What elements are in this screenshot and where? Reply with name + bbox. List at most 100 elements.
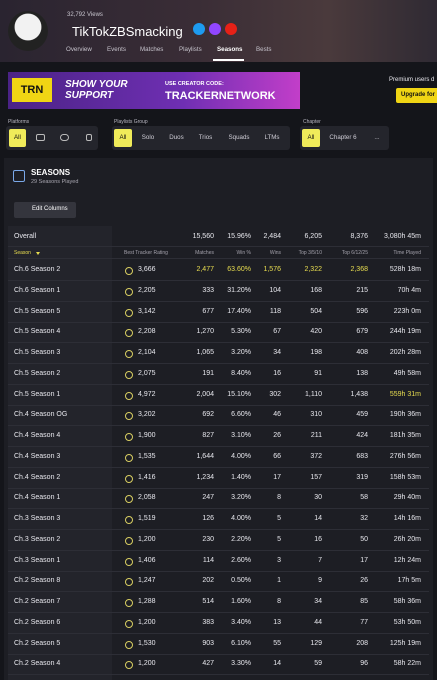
season-name[interactable]: Ch.6 Season 1 [14, 286, 61, 294]
season-name[interactable]: Ch.2 Season 7 [14, 598, 61, 605]
column-header[interactable]: Time Played [393, 250, 421, 256]
season-name[interactable]: Ch.6 Season 2 [14, 266, 61, 273]
filter-option[interactable]: Squads [228, 134, 250, 141]
season-name[interactable]: Ch.5 Season 5 [14, 307, 61, 315]
stat-cell: 1,535 [138, 452, 156, 460]
sort-arrow[interactable] [36, 252, 40, 255]
stat-cell: 34 [273, 349, 281, 356]
stat-cell: 1 [277, 577, 281, 585]
row-divider [8, 446, 429, 447]
season-name[interactable]: Ch.4 Season 2 [14, 473, 61, 481]
stat-cell: 125h 19m [389, 639, 421, 647]
stat-cell: 67 [273, 328, 281, 336]
row-divider [8, 363, 429, 364]
season-name[interactable]: Ch.4 Season 3 [14, 452, 61, 460]
ad-code: TRACKERNETWORK [165, 90, 276, 102]
stat-cell: 528h 18m [389, 266, 421, 273]
stat-cell: 514 [202, 598, 214, 605]
stat-cell: 55 [273, 639, 281, 647]
twitch-icon[interactable] [209, 23, 221, 35]
season-name[interactable]: Ch.4 Season OG [14, 411, 68, 419]
filter-option[interactable]: ... [374, 134, 380, 141]
filter-option[interactable]: All [114, 129, 132, 147]
stat-cell: 1,234 [196, 473, 214, 481]
season-name[interactable]: Ch.3 Season 1 [14, 556, 61, 564]
filter-label: Playlists Group [114, 119, 148, 125]
platform-mobile-icon[interactable] [86, 134, 92, 141]
season-name[interactable]: Ch.5 Season 2 [14, 369, 61, 377]
nav-tab[interactable]: Playlists [179, 46, 202, 53]
row-divider [8, 321, 429, 323]
stat-cell: 13 [273, 618, 281, 626]
nav-tab[interactable]: Bests [256, 46, 272, 53]
filter-option[interactable]: Trios [198, 134, 213, 141]
stat-cell: 2,477 [196, 266, 214, 273]
season-name[interactable]: Ch.3 Season 3 [14, 515, 61, 522]
column-header[interactable]: Season [14, 250, 31, 256]
platform-pc-icon[interactable] [36, 134, 45, 141]
season-name[interactable]: Ch.5 Season 3 [14, 349, 61, 356]
column-header[interactable]: Matches [195, 250, 214, 256]
upgrade-button[interactable]: Upgrade for [396, 88, 437, 103]
column-header[interactable]: Best Tracker Rating [124, 250, 168, 256]
filter-option[interactable]: All [9, 129, 26, 147]
premium-text: Premium users d [389, 77, 435, 83]
nav-tab[interactable]: Seasons [217, 46, 243, 53]
row-divider [8, 529, 429, 530]
username: TikTokZBSmacking [72, 24, 183, 39]
row-divider [8, 549, 429, 551]
row-divider [8, 632, 429, 634]
stat-cell: 3.40% [231, 618, 251, 626]
edit-columns-label[interactable]: Edit Columns [32, 206, 68, 212]
stat-cell: 77 [360, 618, 368, 626]
stat-cell: 310 [310, 411, 322, 419]
stat-cell: 191 [202, 369, 214, 377]
stat-cell: 3.20% [231, 494, 251, 502]
stat-cell: 408 [356, 349, 368, 356]
edit-columns-button[interactable] [14, 202, 76, 218]
stat-cell: 59 [314, 660, 322, 668]
filter-option[interactable]: Duos [169, 134, 184, 141]
season-name[interactable]: Ch.5 Season 4 [14, 328, 61, 336]
stat-cell: 85 [360, 598, 368, 605]
section-subtitle: 29 Seasons Played [31, 179, 79, 185]
stat-cell: 333 [202, 286, 214, 294]
nav-tab[interactable]: Overview [66, 46, 92, 53]
season-name[interactable]: Ch.5 Season 1 [14, 390, 61, 398]
nav-tab[interactable]: Matches [140, 46, 164, 53]
row-divider [8, 508, 429, 510]
season-name[interactable]: Ch.2 Season 5 [14, 639, 61, 647]
column-header[interactable]: Top 3/5/10 [298, 250, 322, 256]
rating-icon [125, 433, 133, 441]
season-name[interactable]: Ch.2 Season 8 [14, 577, 61, 585]
rating-icon [125, 329, 133, 338]
column-header[interactable]: Win % [236, 250, 251, 256]
rating-icon [125, 599, 133, 607]
filter-option[interactable]: Chapter 6 [329, 134, 357, 141]
column-header[interactable]: Top 6/12/25 [341, 250, 368, 256]
filter-option[interactable]: All [302, 129, 320, 147]
season-name[interactable]: Ch.2 Season 6 [14, 618, 61, 626]
column-header[interactable]: Wins [269, 250, 281, 256]
nav-tab[interactable]: Events [107, 46, 126, 53]
season-name[interactable]: Ch.3 Season 2 [14, 535, 61, 543]
stat-cell: 2,104 [138, 349, 156, 356]
filter-option[interactable]: Solo [141, 134, 155, 141]
filter-option[interactable]: LTMs [264, 134, 280, 141]
stat-cell: 3.20% [231, 349, 251, 356]
season-name[interactable]: Ch.4 Season 1 [14, 494, 61, 502]
stat-cell: 202h 28m [389, 349, 421, 356]
stat-cell: 50 [360, 535, 368, 543]
stat-cell: 215 [356, 286, 368, 294]
rating-icon [125, 308, 133, 317]
season-name[interactable]: Ch.4 Season 4 [14, 432, 61, 439]
youtube-icon[interactable] [225, 23, 237, 35]
twitter-icon[interactable] [193, 23, 205, 35]
ad-banner[interactable] [8, 72, 300, 109]
platform-console-icon[interactable] [60, 134, 69, 141]
stat-cell: 683 [356, 452, 368, 460]
season-name[interactable]: Ch.2 Season 4 [14, 660, 61, 668]
stat-cell: 1,406 [138, 556, 156, 564]
stat-cell: 12h 24m [393, 556, 421, 564]
stat-cell: 17.40% [227, 307, 251, 315]
